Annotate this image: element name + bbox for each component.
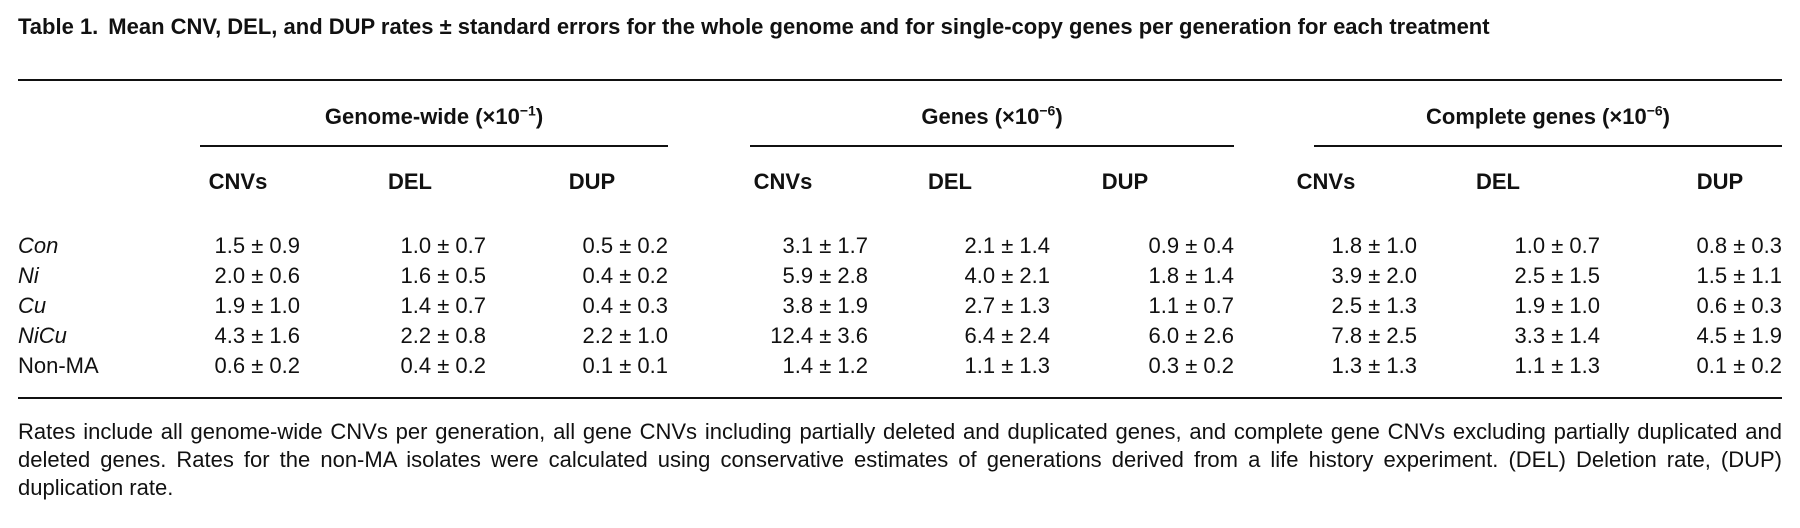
column-group-header: Genes (×10−6) [750,104,1234,130]
table-caption: Table 1. Mean CNV, DEL, and DUP rates ± s… [18,14,1782,40]
column-header: DUP [1101,169,1149,194]
group-header-close: ) [535,104,544,129]
row-label: NiCu [18,323,67,348]
table-row: Cu 1.9 ± 1.0 1.4 ± 0.7 0.4 ± 0.3 3.8 ± 1.9 2.… [0,292,1800,320]
group-header-close: ) [1662,104,1670,129]
table-cell: 0.3 ± 0.2 [1148,353,1234,378]
table-cell: 1.9 ± 1.0 [1514,293,1600,318]
table-cell: 2.5 ± 1.3 [1331,293,1417,318]
table-cell: 4.0 ± 2.1 [964,263,1050,288]
table-cell: 1.5 ± 1.1 [1696,263,1782,288]
table-cell: 5.9 ± 2.8 [782,263,868,288]
table-cell: 3.9 ± 2.0 [1331,263,1417,288]
group-header-exponent: −1 [519,102,536,119]
table-cell: 12.4 ± 3.6 [770,323,868,348]
row-label: Con [18,233,59,258]
table-row: Non-MA 0.6 ± 0.2 0.4 ± 0.2 0.1 ± 0.1 1.4 ± 1… [0,352,1800,380]
bottom-rule [18,397,1782,399]
group-underline [750,145,1234,147]
top-rule [18,79,1782,81]
row-label: Non-MA [18,353,99,378]
table-cell: 0.4 ± 0.2 [582,263,668,288]
group-underline [200,145,668,147]
column-group-header: Complete genes (×10−6) [1314,104,1782,130]
column-header: CNVs [753,169,813,194]
table-cell: 0.1 ± 0.2 [1696,353,1782,378]
table-cell: 1.1 ± 1.3 [964,353,1050,378]
table-cell: 3.3 ± 1.4 [1514,323,1600,348]
table-cell: 2.0 ± 0.6 [214,263,300,288]
table-cell: 1.0 ± 0.7 [1514,233,1600,258]
table-cell: 1.8 ± 1.0 [1331,233,1417,258]
group-header-text: Complete genes (×10 [1426,104,1647,129]
table-cell: 1.5 ± 0.9 [214,233,300,258]
table-cell: 2.1 ± 1.4 [964,233,1050,258]
column-group-header: Genome-wide (×10−1) [200,104,668,130]
table-cell: 2.2 ± 1.0 [582,323,668,348]
row-label: Ni [18,263,39,288]
group-header-close: ) [1055,104,1063,129]
group-underline [1314,145,1782,147]
table-cell: 2.5 ± 1.5 [1514,263,1600,288]
table-footnote: Rates include all genome-wide CNVs per g… [18,419,1782,500]
table-cell: 0.1 ± 0.1 [582,353,668,378]
table-title: Mean CNV, DEL, and DUP rates ± standard … [108,14,1490,39]
column-header: DUP [1696,169,1744,194]
table-cell: 3.8 ± 1.9 [782,293,868,318]
table-cell: 1.1 ± 1.3 [1514,353,1600,378]
row-label: Cu [18,293,47,318]
table-row: Ni 2.0 ± 0.6 1.6 ± 0.5 0.4 ± 0.2 5.9 ± 2.8 4.… [0,262,1800,290]
table-cell: 0.4 ± 0.3 [582,293,668,318]
table-cell: 2.7 ± 1.3 [964,293,1050,318]
column-header: DEL [388,169,432,194]
column-header: DEL [928,169,972,194]
table-cell: 0.6 ± 0.2 [214,353,300,378]
table-cell: 1.9 ± 1.0 [214,293,300,318]
table-cell: 6.0 ± 2.6 [1148,323,1234,348]
group-header-text: Genes (×10 [921,104,1040,129]
table-cell: 1.4 ± 0.7 [400,293,486,318]
table-cell: 1.4 ± 1.2 [782,353,868,378]
table-cell: 3.1 ± 1.7 [782,233,868,258]
column-header: DUP [568,169,616,194]
table-cell: 0.9 ± 0.4 [1148,233,1234,258]
column-header: CNVs [208,169,268,194]
table-label: Table 1. [18,14,99,39]
table-cell: 1.0 ± 0.7 [400,233,486,258]
table-cell: 0.8 ± 0.3 [1696,233,1782,258]
table-cell: 0.5 ± 0.2 [582,233,668,258]
table-cell: 4.3 ± 1.6 [214,323,300,348]
group-header-exponent: −6 [1039,102,1056,119]
table-row: NiCu 4.3 ± 1.6 2.2 ± 0.8 2.2 ± 1.0 12.4 ± 3.… [0,322,1800,350]
table-cell: 0.6 ± 0.3 [1696,293,1782,318]
column-header: CNVs [1296,169,1356,194]
table-cell: 0.4 ± 0.2 [400,353,486,378]
column-header: DEL [1476,169,1520,194]
table-cell: 1.6 ± 0.5 [400,263,486,288]
table-cell: 4.5 ± 1.9 [1696,323,1782,348]
table-cell: 1.8 ± 1.4 [1148,263,1234,288]
group-header-text: Genome-wide (×10 [324,104,520,129]
table-row: Con 1.5 ± 0.9 1.0 ± 0.7 0.5 ± 0.2 3.1 ± 1.7 2… [0,232,1800,260]
table-cell: 7.8 ± 2.5 [1331,323,1417,348]
group-header-exponent: −6 [1646,102,1663,119]
table-cell: 6.4 ± 2.4 [964,323,1050,348]
table-cell: 2.2 ± 0.8 [400,323,486,348]
table-cell: 1.1 ± 0.7 [1148,293,1234,318]
table-cell: 1.3 ± 1.3 [1331,353,1417,378]
